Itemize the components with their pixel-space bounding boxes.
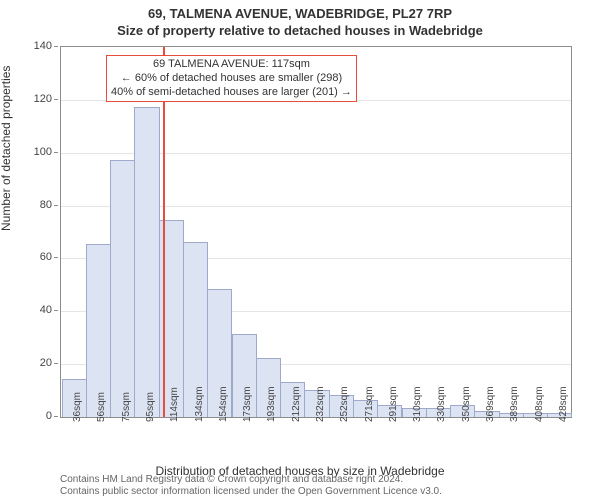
y-axis-label: Number of detached properties [0,66,13,231]
y-tick [54,416,58,417]
footer-line-1: Contains HM Land Registry data © Crown c… [60,474,442,486]
y-tick [54,99,58,100]
y-tick [54,46,58,47]
y-tick [54,205,58,206]
chart-subtitle: Size of property relative to detached ho… [0,21,600,40]
property-marker-line [163,47,165,417]
y-tick-label: 40 [22,304,52,316]
y-tick-label: 120 [22,93,52,105]
property-size-chart: { "header": { "address": "69, TALMENA AV… [0,0,600,500]
y-tick-label: 100 [22,146,52,158]
y-tick-label: 20 [22,357,52,369]
histogram-bar [134,107,159,417]
annotation-line: 69 TALMENA AVENUE: 117sqm [111,58,352,72]
footer-line-2: Contains public sector information licen… [60,486,442,498]
histogram-bar [110,160,135,417]
annotation-line: 40% of semi-detached houses are larger (… [111,86,352,100]
annotation-line: ← 60% of detached houses are smaller (29… [111,72,352,86]
footer-attribution: Contains HM Land Registry data © Crown c… [60,474,442,498]
y-tick-label: 80 [22,199,52,211]
plot-area: 69 TALMENA AVENUE: 117sqm← 60% of detach… [60,46,572,418]
y-tick [54,257,58,258]
annotation-box: 69 TALMENA AVENUE: 117sqm← 60% of detach… [106,55,357,102]
chart-address-title: 69, TALMENA AVENUE, WADEBRIDGE, PL27 7RP [0,0,600,21]
y-tick [54,310,58,311]
y-tick-label: 60 [22,251,52,263]
y-tick [54,152,58,153]
y-tick-label: 0 [22,410,52,422]
y-tick [54,363,58,364]
y-tick-label: 140 [22,40,52,52]
